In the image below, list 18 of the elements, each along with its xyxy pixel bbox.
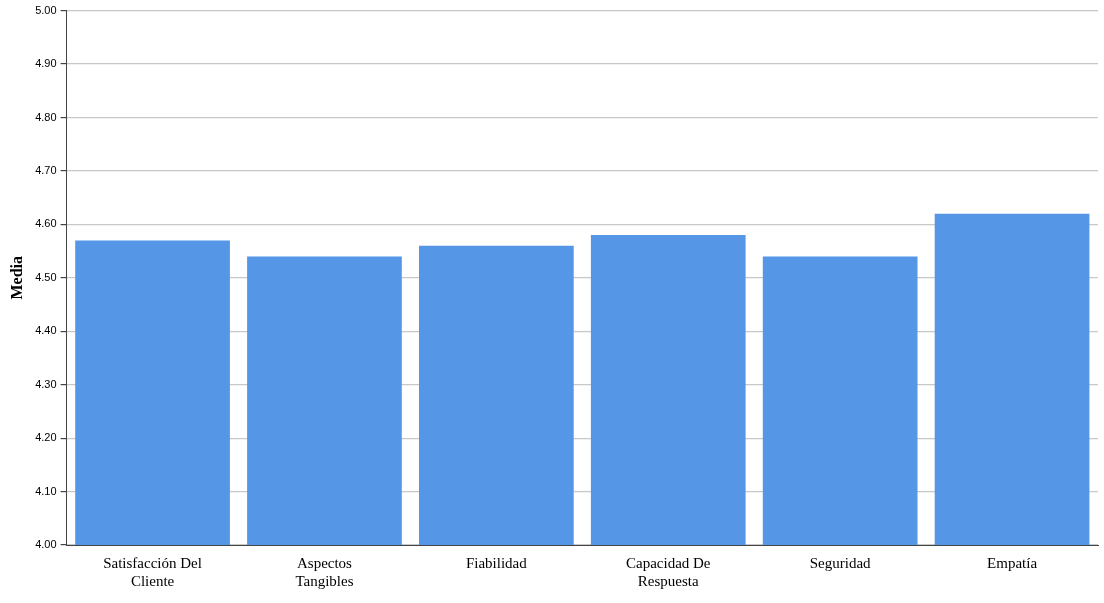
y-tick-label: 4.70 — [35, 163, 57, 176]
y-tick-label: 4.30 — [35, 377, 57, 390]
y-tick-label: 4.40 — [35, 324, 57, 337]
x-tick-label: Aspectos Tangibles — [295, 554, 354, 589]
y-tick-label: 4.50 — [35, 270, 57, 283]
y-axis-title: Media — [7, 256, 25, 300]
y-tick-label: 4.90 — [35, 57, 57, 70]
x-tick-label: Fiabilidad — [465, 554, 528, 571]
x-tick-label: Satisfacción Del Cliente — [103, 554, 202, 589]
y-tick-label: 4.20 — [35, 431, 57, 444]
y-tick-label: 4.80 — [35, 110, 57, 123]
x-tick-label: Seguridad — [809, 554, 872, 571]
y-tick-label: 4.10 — [35, 484, 57, 497]
x-tick-label: Empatía — [987, 554, 1038, 571]
y-tick-label: 4.00 — [35, 538, 57, 551]
y-tick-label: 4.60 — [35, 217, 57, 230]
y-tick-label: 5.00 — [35, 3, 57, 16]
x-tick-label: Capacidad De Respuesta — [625, 554, 711, 589]
